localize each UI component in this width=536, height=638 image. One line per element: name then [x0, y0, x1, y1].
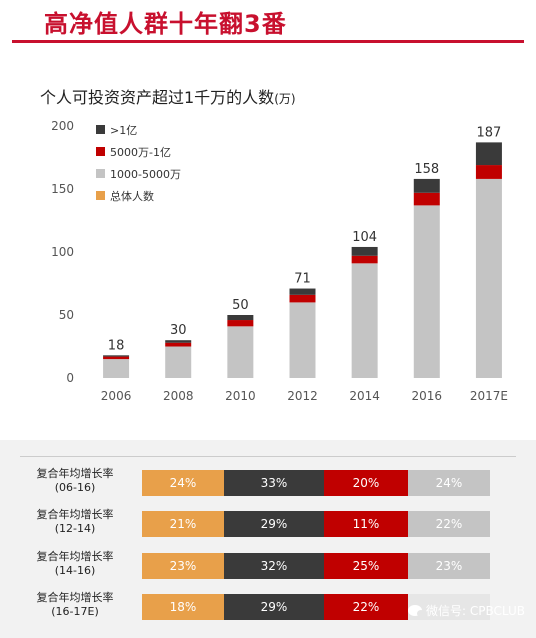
cagr-row-label: 复合年均增长率 (06-16) [12, 467, 138, 495]
cagr-segment: 22% [408, 511, 490, 537]
bar-segment [475, 165, 502, 179]
cagr-segment: 11% [324, 511, 408, 537]
chart-unit: (万) [274, 92, 296, 106]
chart-title-text: 个人可投资资产超过1千万的人数 [40, 88, 275, 107]
cagr-segment: 24% [142, 470, 224, 496]
legend-label: 5000万-1亿 [110, 146, 171, 159]
cagr-segment: 22% [324, 594, 408, 620]
cagr-segment: 33% [224, 470, 324, 496]
bar-segment [289, 294, 316, 303]
bar-segment [227, 320, 254, 327]
bar-segment [475, 178, 502, 378]
total-label: 187 [477, 125, 502, 140]
bar-segment [165, 342, 192, 347]
bar-segment [103, 359, 130, 378]
cagr-segment: 29% [224, 594, 324, 620]
cagr-label-period: (16-17E) [51, 605, 99, 618]
title-divider [12, 40, 524, 43]
cagr-segment: 25% [324, 553, 408, 579]
cagr-label-title: 复合年均增长率 [36, 591, 114, 604]
bar-segment [103, 356, 130, 360]
x-tick-label: 2016 [412, 389, 443, 403]
y-tick-label: 50 [59, 308, 74, 322]
y-tick-label: 100 [51, 245, 74, 259]
total-label: 104 [352, 230, 377, 245]
wechat-icon [408, 605, 425, 617]
total-label: 18 [108, 338, 125, 353]
bar-segment [289, 302, 316, 378]
cagr-row: 复合年均增长率 (06-16) 24% 33% 20% 24% [0, 467, 536, 496]
legend-swatch [96, 147, 105, 156]
cagr-row: 复合年均增长率 (14-16) 23% 32% 25% 23% [0, 550, 536, 579]
watermark: 微信号: CPBCLUB [408, 602, 525, 619]
total-label: 50 [232, 298, 249, 313]
x-tick-label: 2008 [163, 389, 194, 403]
y-tick-label: 200 [51, 119, 74, 133]
bar-segment [351, 255, 378, 264]
cagr-segment: 20% [324, 470, 408, 496]
x-tick-label: 2017E [470, 389, 508, 403]
bar-segment [103, 355, 130, 357]
chart-title: 个人可投资资产超过1千万的人数(万) [40, 84, 296, 108]
cagr-label-title: 复合年均增长率 [36, 550, 114, 563]
x-tick-label: 2014 [349, 389, 380, 403]
cagr-segment: 21% [142, 511, 224, 537]
cagr-row: 复合年均增长率 (12-14) 21% 29% 11% 22% [0, 508, 536, 537]
cagr-segment: 23% [142, 553, 224, 579]
bar-segment [475, 142, 502, 166]
cagr-label-period: (12-14) [54, 522, 96, 535]
legend-swatch [96, 169, 105, 178]
x-tick-label: 2012 [287, 389, 318, 403]
cagr-label-period: (06-16) [54, 481, 96, 494]
cagr-divider [20, 456, 516, 457]
cagr-segment: 32% [224, 553, 324, 579]
total-label: 158 [414, 162, 439, 177]
x-tick-label: 2010 [225, 389, 256, 403]
bar-segment [413, 178, 440, 193]
watermark-text: 微信号: CPBCLUB [426, 604, 525, 618]
legend-swatch [96, 191, 105, 200]
cagr-row: 复合年均增长率 (16-17E) 18% 29% 22% [0, 591, 536, 620]
legend-label: >1亿 [110, 124, 137, 137]
legend-swatch [96, 125, 105, 134]
bar-segment [413, 192, 440, 206]
bar-segment [289, 288, 316, 295]
bar-segment [413, 205, 440, 378]
cagr-segment: 24% [408, 470, 490, 496]
cagr-row-label: 复合年均增长率 (12-14) [12, 508, 138, 536]
y-tick-label: 150 [51, 182, 74, 196]
cagr-segment: 18% [142, 594, 224, 620]
cagr-segment: 23% [408, 553, 490, 579]
stacked-bar-chart: 0 50 100 150 200 18 2006 30 2008 50 2010 71 2012 104 2… [51, 119, 508, 403]
bar-segment [351, 246, 378, 256]
bar-segment [227, 315, 254, 321]
cagr-label-title: 复合年均增长率 [36, 508, 114, 521]
cagr-label-period: (14-16) [54, 564, 96, 577]
cagr-label-title: 复合年均增长率 [36, 467, 114, 480]
y-tick-label: 0 [66, 371, 74, 385]
total-label: 30 [170, 323, 187, 338]
cagr-segment: 29% [224, 511, 324, 537]
page-title: 高净值人群十年翻3番 [44, 10, 287, 38]
x-tick-label: 2006 [101, 389, 132, 403]
cagr-row-label: 复合年均增长率 (16-17E) [12, 591, 138, 619]
bar-segment [165, 346, 192, 378]
bar-segment [165, 340, 192, 343]
legend-label: 总体人数 [110, 189, 154, 203]
total-label: 71 [294, 272, 311, 287]
bar-segment [351, 263, 378, 378]
bar-segment [227, 326, 254, 378]
legend-label: 1000-5000万 [110, 168, 181, 181]
cagr-row-label: 复合年均增长率 (14-16) [12, 550, 138, 578]
